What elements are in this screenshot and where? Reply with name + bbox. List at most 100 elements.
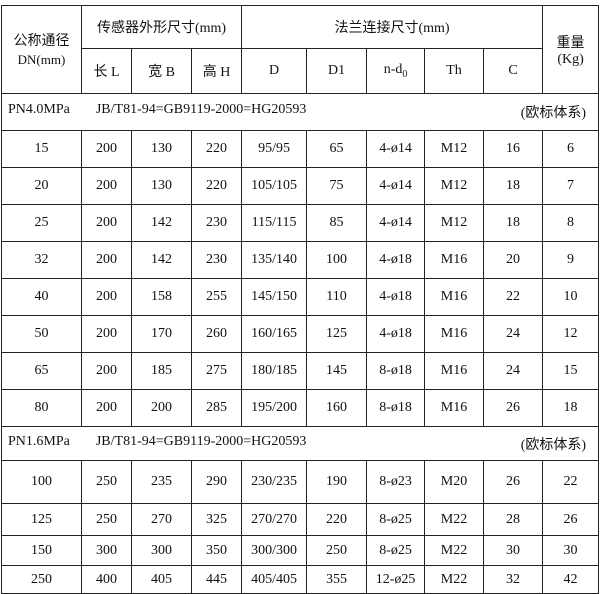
table-cell: 260 xyxy=(190,315,243,353)
table-cell: 8-ø25 xyxy=(366,503,426,536)
table-cell: 18 xyxy=(483,167,544,205)
table-cell: 22 xyxy=(542,460,600,504)
table-cell: M22 xyxy=(424,503,485,536)
table-cell: 100 xyxy=(1,460,82,504)
table-cell: M12 xyxy=(424,130,485,168)
table-cell: 130 xyxy=(131,167,192,205)
table-cell: 4-ø18 xyxy=(366,241,426,279)
table-cell: 220 xyxy=(190,167,243,205)
table-cell: 145/150 xyxy=(241,278,308,316)
table-cell: 160/165 xyxy=(241,315,308,353)
table-row: 125 250 270 325 270/270 220 8-ø25 M22 28 26 xyxy=(1,503,600,536)
col-d1: D1 xyxy=(306,48,368,94)
table-row: 15 200 130 220 95/95 65 4-ø14 M12 16 6 xyxy=(1,130,600,168)
table-row: 40 200 158 255 145/150 110 4-ø18 M16 22 10 xyxy=(1,278,600,316)
table-cell: 65 xyxy=(306,130,368,168)
table-row: 80 200 200 285 195/200 160 8-ø18 M16 26 18 xyxy=(1,389,600,427)
table-cell: 220 xyxy=(190,130,243,168)
table-cell: 200 xyxy=(81,389,132,427)
table-cell: 30 xyxy=(483,535,544,566)
table-cell: 200 xyxy=(81,167,132,205)
table-cell: 142 xyxy=(131,241,192,279)
table-cell: 255 xyxy=(190,278,243,316)
table-cell: 4-ø18 xyxy=(366,278,426,316)
table-cell: 8-ø18 xyxy=(366,352,426,390)
table-cell: 4-ø14 xyxy=(366,130,426,168)
table-cell: 160 xyxy=(306,389,368,427)
standard-system: (欧标体系) xyxy=(520,437,587,453)
table-cell: 250 xyxy=(81,460,132,504)
table-cell: M16 xyxy=(424,278,485,316)
weight-header: 重量 (Kg) xyxy=(542,5,600,94)
table-cell: 24 xyxy=(483,315,544,353)
table-cell: 12-ø25 xyxy=(366,565,426,594)
table-cell: 130 xyxy=(131,130,192,168)
table-cell: 180/185 xyxy=(241,352,308,390)
table-cell: 200 xyxy=(81,278,132,316)
section-header: PN4.0MPa JB/T81-94=GB9119-2000=HG20593 (欧标… xyxy=(0,93,600,131)
col-d: D xyxy=(241,48,308,94)
table-cell: 26 xyxy=(542,503,600,536)
section-header: PN1.6MPa JB/T81-94=GB9119-2000=HG20593 (欧标… xyxy=(0,426,600,461)
table-cell: 9 xyxy=(542,241,600,279)
table-cell: 6 xyxy=(542,130,600,168)
table-cell: M16 xyxy=(424,352,485,390)
table-cell: 125 xyxy=(1,503,82,536)
table-cell: 270 xyxy=(131,503,192,536)
table-cell: M22 xyxy=(424,535,485,566)
col-length: 长 L xyxy=(81,48,132,94)
nominal-label: 公称通径 xyxy=(13,33,70,49)
table-cell: 20 xyxy=(483,241,544,279)
table-cell: 18 xyxy=(542,389,600,427)
table-cell: 22 xyxy=(483,278,544,316)
col-n-d0-label: n-d xyxy=(383,62,403,78)
table-cell: 115/115 xyxy=(241,204,308,242)
table-cell: 15 xyxy=(1,130,82,168)
table-cell: 200 xyxy=(81,315,132,353)
table-cell: 8-ø25 xyxy=(366,535,426,566)
weight-unit: (Kg) xyxy=(557,51,584,67)
table-cell: 195/200 xyxy=(241,389,308,427)
table-cell: 275 xyxy=(190,352,243,390)
table-cell: M22 xyxy=(424,565,485,594)
table-cell: 105/105 xyxy=(241,167,308,205)
table-cell: 12 xyxy=(542,315,600,353)
table-cell: 4-ø14 xyxy=(366,167,426,205)
table-cell: 4-ø14 xyxy=(366,204,426,242)
table-cell: 235 xyxy=(131,460,192,504)
flange-spec-table: 公称通径 DN(mm) 传感器外形尺寸(mm) 法兰连接尺寸(mm) 重量 (Kg)… xyxy=(0,5,600,594)
table-row: 65 200 185 275 180/185 145 8-ø18 M16 24 15 xyxy=(1,352,600,390)
table-cell: 200 xyxy=(81,241,132,279)
table-cell: 158 xyxy=(131,278,192,316)
table-cell: 355 xyxy=(306,565,368,594)
table-cell: 24 xyxy=(483,352,544,390)
table-cell: 400 xyxy=(81,565,132,594)
table-cell: 18 xyxy=(483,204,544,242)
table-cell: 25 xyxy=(1,204,82,242)
table-cell: 7 xyxy=(542,167,600,205)
table-cell: 325 xyxy=(190,503,243,536)
table-cell: 190 xyxy=(306,460,368,504)
table-cell: 270/270 xyxy=(241,503,308,536)
table-cell: 300 xyxy=(131,535,192,566)
table-cell: 230 xyxy=(190,204,243,242)
col-n-d0-subscript: 0 xyxy=(402,68,408,80)
table-cell: 300/300 xyxy=(241,535,308,566)
table-cell: 135/140 xyxy=(241,241,308,279)
table-cell: 32 xyxy=(1,241,82,279)
table-row: 32 200 142 230 135/140 100 4-ø18 M16 20 9 xyxy=(1,241,600,279)
table-cell: 250 xyxy=(306,535,368,566)
standard-system: (欧标体系) xyxy=(520,106,587,121)
table-cell: 65 xyxy=(1,352,82,390)
table-cell: 75 xyxy=(306,167,368,205)
table-cell: 30 xyxy=(542,535,600,566)
weight-label: 重量 xyxy=(556,35,585,51)
table-cell: 10 xyxy=(542,278,600,316)
standard-code: JB/T81-94=GB9119-2000=HG20593 xyxy=(95,433,307,449)
table-cell: 405/405 xyxy=(241,565,308,594)
table-cell: 8-ø18 xyxy=(366,389,426,427)
table-cell: 142 xyxy=(131,204,192,242)
col-n-d0: n-d0 xyxy=(366,48,426,94)
table-cell: M16 xyxy=(424,315,485,353)
table-cell: 220 xyxy=(306,503,368,536)
